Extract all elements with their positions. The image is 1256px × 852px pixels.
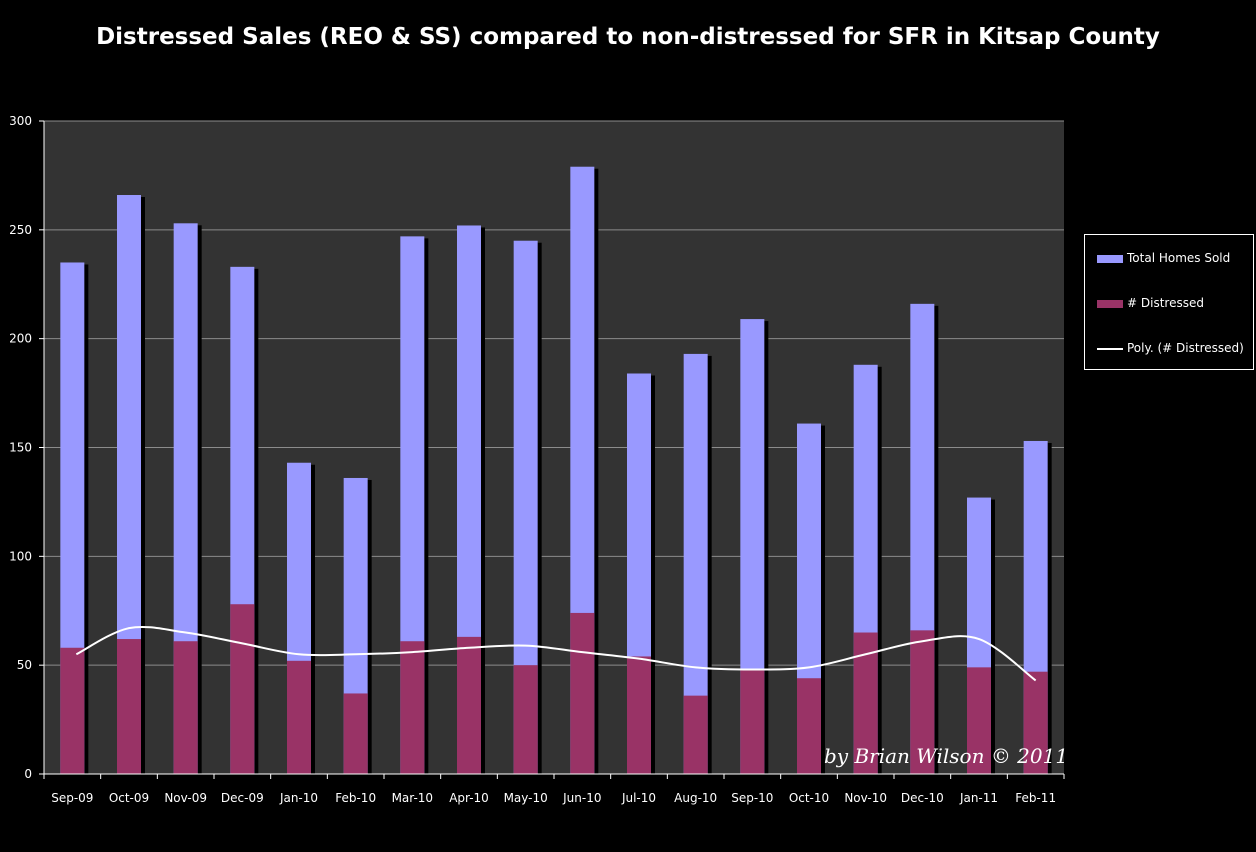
bar-distressed — [457, 636, 481, 774]
x-category-label: Dec-09 — [221, 791, 264, 805]
bar-distressed — [287, 660, 311, 774]
bar-total-homes-sold — [60, 262, 85, 774]
legend-swatch-total — [1097, 254, 1123, 263]
y-tick-label: 50 — [17, 658, 32, 672]
x-category-label: Oct-10 — [789, 791, 829, 805]
x-category-label: Nov-10 — [844, 791, 887, 805]
x-category-label: Oct-09 — [109, 791, 149, 805]
legend-item-distressed: # Distressed — [1097, 296, 1204, 310]
legend-swatch-poly — [1097, 347, 1123, 350]
x-category-label: Nov-09 — [164, 791, 207, 805]
bar-distressed — [627, 656, 651, 774]
legend: Total Homes Sold # Distressed Poly. (# D… — [1084, 234, 1254, 370]
x-category-label: Jun-10 — [562, 791, 601, 805]
bar-distressed — [740, 669, 765, 774]
legend-item-total: Total Homes Sold — [1097, 251, 1230, 265]
bar-distressed — [570, 612, 595, 774]
trend-line — [75, 625, 1037, 682]
y-tick-label: 300 — [9, 114, 32, 128]
bar-distressed — [797, 678, 821, 774]
y-tick-label: 0 — [24, 767, 32, 781]
x-category-label: Sep-09 — [51, 791, 93, 805]
y-tick-label: 150 — [9, 441, 32, 455]
legend-swatch-distressed — [1097, 299, 1123, 308]
bar-distressed — [513, 665, 538, 774]
x-category-label: Jul-10 — [621, 791, 656, 805]
x-category-label: Aug-10 — [674, 791, 717, 805]
x-category-label: May-10 — [504, 791, 548, 805]
bar-distressed — [910, 630, 935, 774]
x-category-label: Jan-10 — [279, 791, 318, 805]
bar-distressed — [400, 641, 425, 774]
x-category-label: Dec-10 — [901, 791, 944, 805]
x-category-label: Feb-10 — [335, 791, 376, 805]
bar-distressed — [60, 647, 85, 774]
bar-distressed — [230, 604, 255, 774]
y-tick-label: 250 — [9, 223, 32, 237]
y-axis-ticks: 0 50 100 150 200 250 300 — [9, 114, 44, 781]
x-category-label: Sep-10 — [731, 791, 773, 805]
bar-distressed — [117, 639, 141, 774]
legend-item-poly: Poly. (# Distressed) — [1097, 341, 1244, 355]
bar-distressed — [1023, 671, 1048, 774]
chart-title: Distressed Sales (REO & SS) compared to … — [96, 24, 1160, 50]
bars — [60, 166, 1052, 775]
legend-label: # Distressed — [1127, 296, 1204, 310]
poly-distressed-line — [75, 625, 1037, 682]
bar-distressed — [173, 641, 198, 774]
legend-label: Total Homes Sold — [1127, 251, 1231, 265]
legend-label: Poly. (# Distressed) — [1127, 341, 1244, 355]
x-axis-categories: Sep-09 Oct-09 Nov-09 Dec-09 Jan-10 Feb-10 Mar-… — [43, 774, 1065, 805]
y-tick-label: 200 — [9, 332, 32, 346]
bar-distressed — [683, 695, 708, 774]
gridlines — [44, 120, 1064, 666]
watermark: by Brian Wilson © 2011 — [824, 744, 1069, 768]
bar-distressed — [343, 693, 368, 774]
x-category-label: Mar-10 — [392, 791, 433, 805]
x-category-label: Jan-11 — [959, 791, 998, 805]
x-category-label: Apr-10 — [449, 791, 489, 805]
bar-distressed — [967, 667, 991, 774]
x-category-label: Feb-11 — [1015, 791, 1056, 805]
y-tick-label: 100 — [9, 549, 32, 563]
